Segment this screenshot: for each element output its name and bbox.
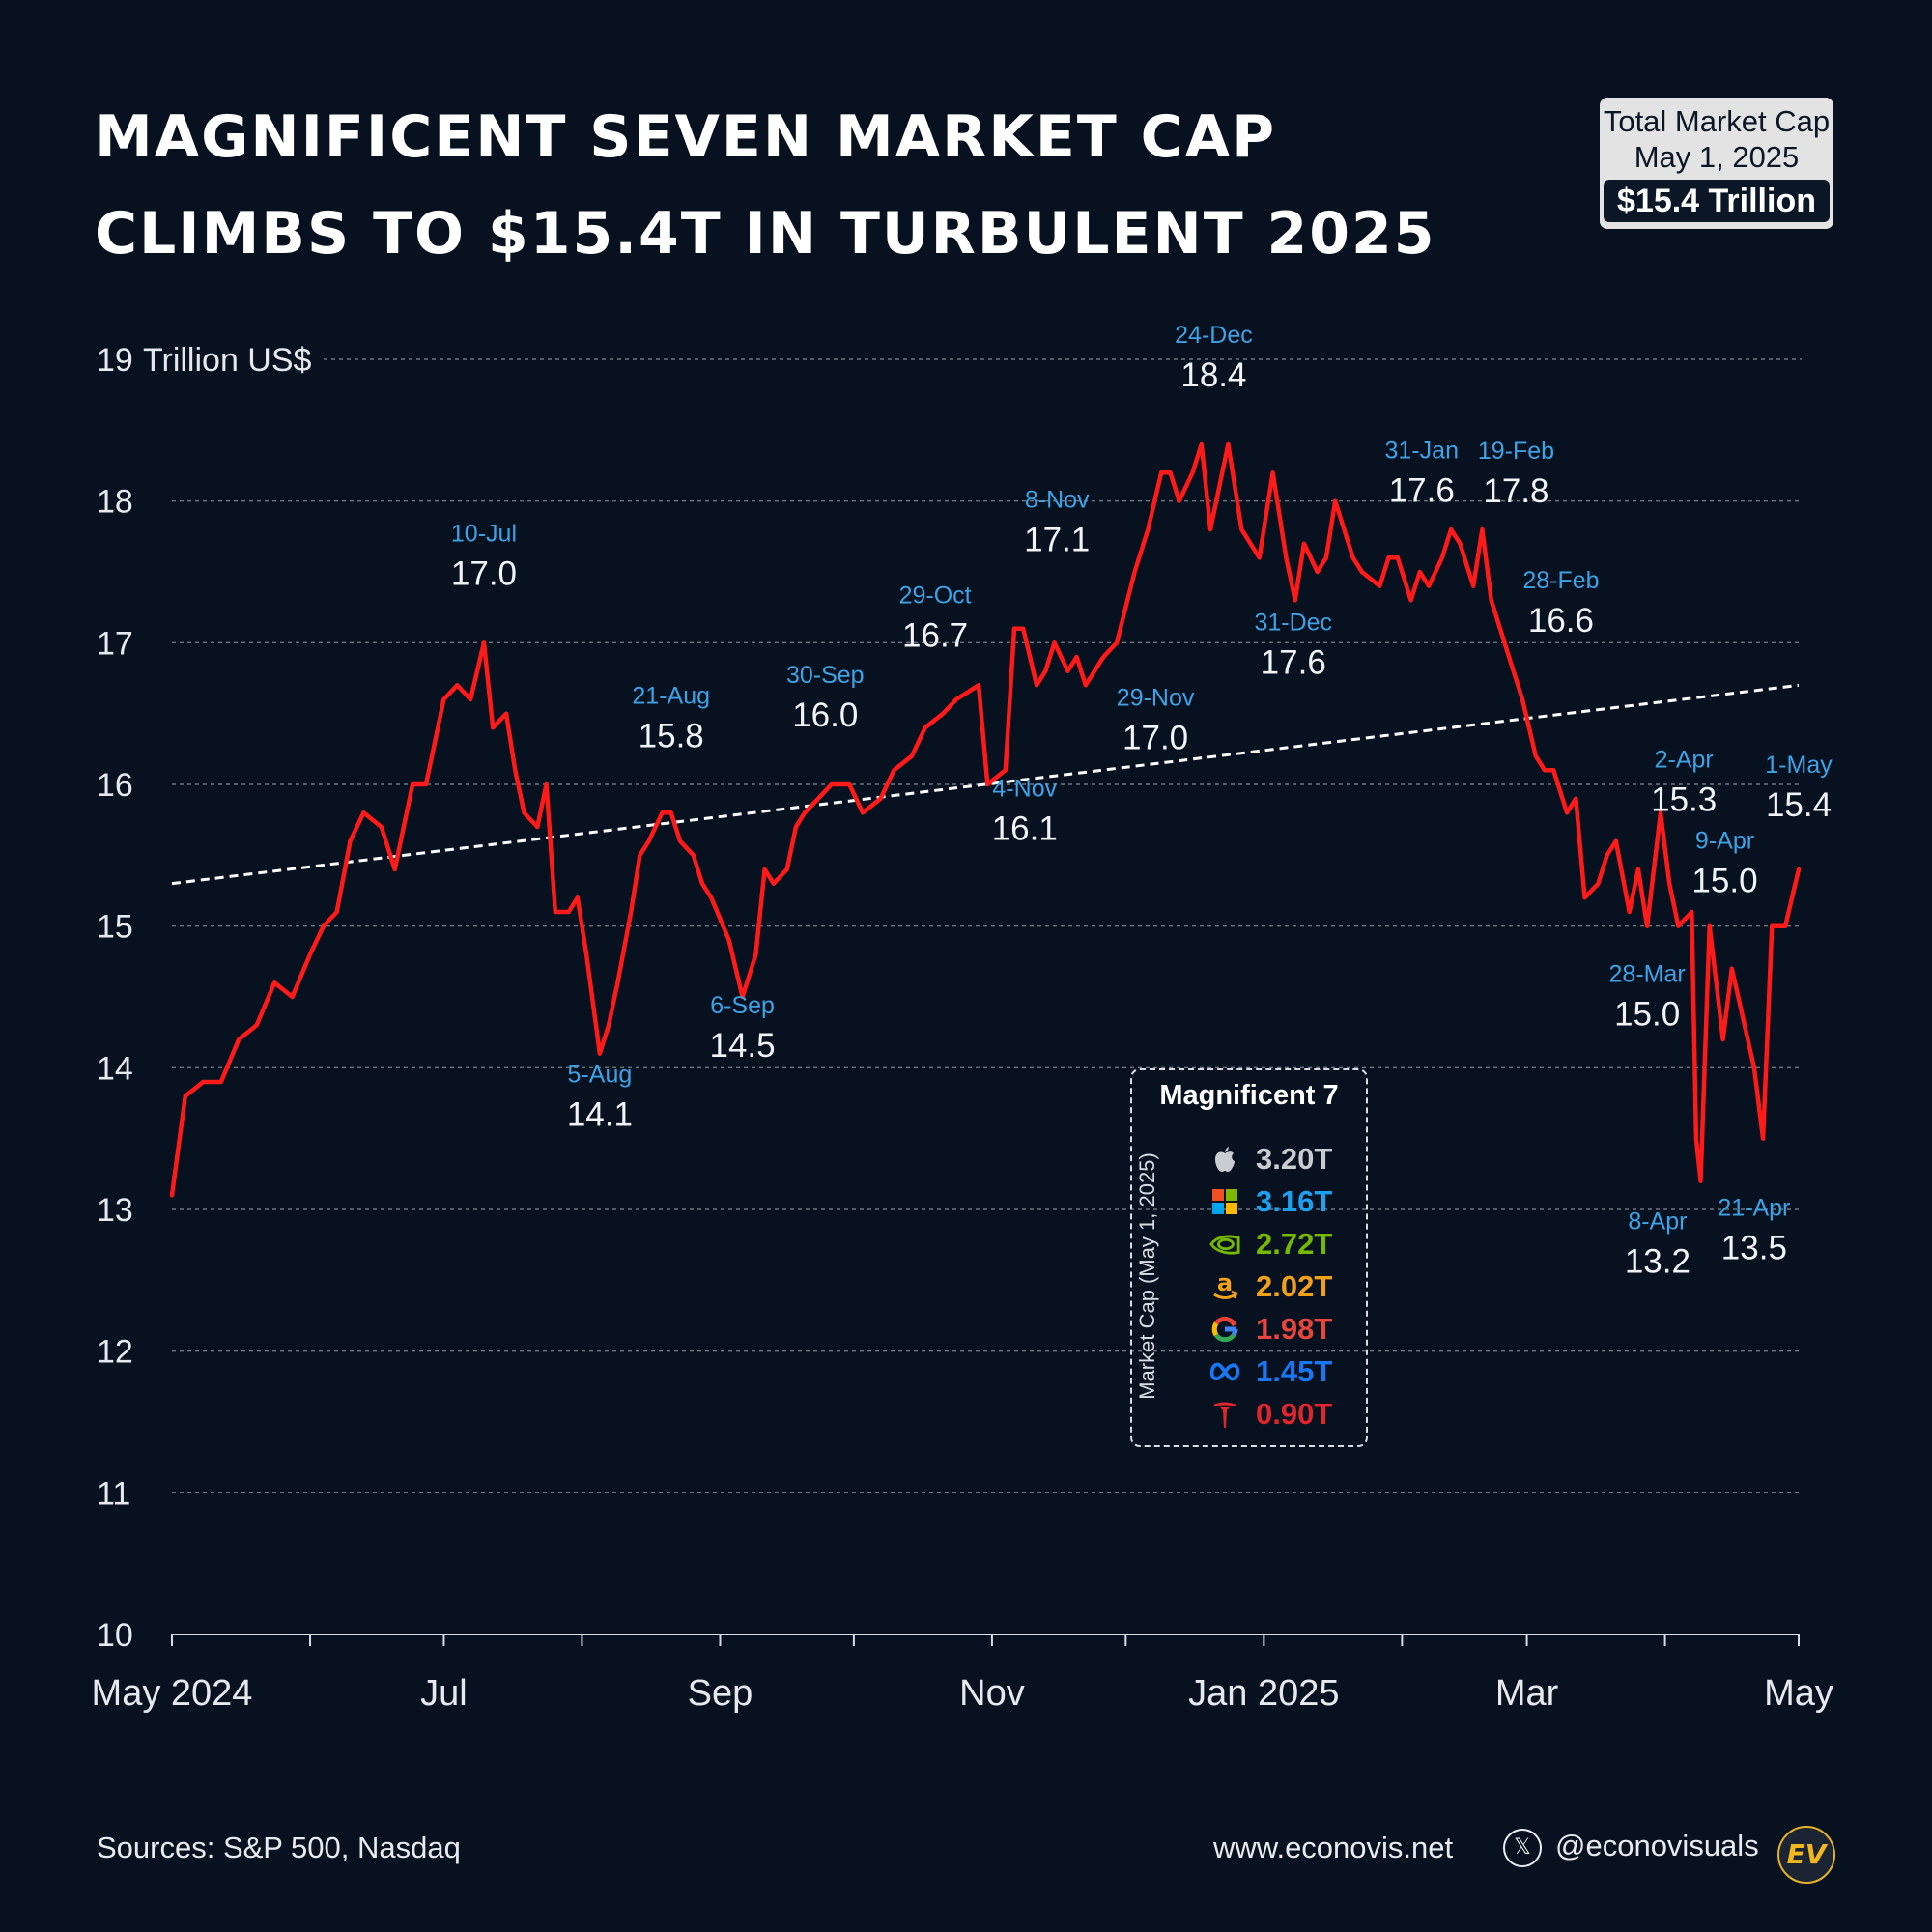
y-tick-label-10: 10 [97, 1617, 133, 1654]
x-tick-label-2024-11-01: Nov [959, 1673, 1025, 1714]
title-line-2: CLIMBS TO $15.4T IN TURBULENT 2025 [95, 200, 1436, 268]
y-tick-label-17: 17 [97, 625, 133, 662]
annotation-value-21-Apr: 13.5 [1721, 1230, 1787, 1267]
x-tick-label-2024-09-01: Sep [688, 1673, 753, 1714]
annotation-date-29-Nov: 29-Nov [1117, 684, 1195, 711]
annotation-date-19-Feb: 19-Feb [1478, 438, 1554, 465]
meta-icon [1209, 1356, 1240, 1387]
annotation-date-2-Apr: 2-Apr [1655, 747, 1714, 774]
legend-value-apple: 3.20T [1256, 1142, 1333, 1176]
annotation-date-30-Sep: 30-Sep [786, 662, 865, 689]
legend-item-amazon: a 2.02T [1209, 1267, 1364, 1306]
annotation-date-4-Nov: 4-Nov [992, 775, 1057, 802]
y-tick-label-12: 12 [97, 1334, 133, 1371]
annotation-date-9-Apr: 9-Apr [1695, 828, 1754, 855]
annotation-value-31-Jan: 17.6 [1389, 471, 1455, 509]
annotation-date-31-Dec: 31-Dec [1254, 609, 1332, 636]
annotation-value-2-Apr: 15.3 [1651, 781, 1717, 819]
legend-value-amazon: 2.02T [1256, 1269, 1333, 1303]
annotation-date-21-Apr: 21-Apr [1718, 1195, 1790, 1222]
total-box-label: Total Market Cap [1603, 104, 1831, 138]
legend-item-apple: 3.20T [1209, 1140, 1364, 1179]
y-tick-label-11: 11 [97, 1475, 130, 1512]
legend-value-google: 1.98T [1256, 1312, 1333, 1346]
annotation-value-24-Dec: 18.4 [1180, 356, 1246, 394]
amazon-icon: a [1209, 1271, 1240, 1302]
legend-value-tesla: 0.90T [1256, 1397, 1333, 1431]
annotation-value-21-Aug: 15.8 [639, 717, 704, 754]
annotation-value-10-Jul: 17.0 [451, 554, 517, 592]
tesla-icon [1209, 1399, 1240, 1430]
legend-value-nvidia: 2.72T [1256, 1227, 1333, 1261]
website-link[interactable]: www.econovis.net [1213, 1831, 1454, 1864]
annotation-value-19-Feb: 17.8 [1483, 472, 1548, 510]
svg-text:a: a [1217, 1271, 1233, 1296]
legend-side-label: Market Cap (May 1, 2025) [1135, 1152, 1159, 1400]
annotation-date-8-Nov: 8-Nov [1025, 487, 1090, 514]
legend-value-microsoft: 3.16T [1256, 1184, 1333, 1218]
legend-item-microsoft: 3.16T [1209, 1182, 1364, 1221]
market-cap-series-line [169, 441, 1802, 1198]
y-tick-label-15: 15 [97, 909, 133, 946]
annotation-value-5-Aug: 14.1 [567, 1096, 633, 1134]
total-box-date: May 1, 2025 [1634, 140, 1800, 174]
annotation-value-29-Oct: 16.7 [902, 616, 968, 654]
line-chart: 10 11 12 13 14 15 16 17 18 19 Trillion US$ May 2024… [92, 322, 1833, 1714]
annotation-date-10-Jul: 10-Jul [451, 520, 517, 547]
x-social-icon[interactable]: 𝕏 [1503, 1829, 1542, 1867]
annotation-value-9-Apr: 15.0 [1691, 863, 1757, 900]
legend-item-meta: 1.45T [1209, 1352, 1364, 1391]
y-tick-label-19: 19 [97, 342, 133, 379]
y-tick-label-14: 14 [97, 1050, 133, 1087]
annotation-date-1-May: 1-May [1765, 752, 1833, 779]
total-market-cap-box: Total Market Cap May 1, 2025 $15.4 Trill… [1600, 98, 1833, 229]
x-tick-label-2024-07-01: Jul [420, 1673, 468, 1714]
annotation-date-24-Dec: 24-Dec [1175, 322, 1253, 349]
annotation-value-4-Nov: 16.1 [992, 810, 1058, 847]
y-tick-label-13: 13 [97, 1192, 133, 1229]
annotation-value-6-Sep: 14.5 [709, 1027, 775, 1065]
legend-item-tesla: 0.90T [1209, 1395, 1364, 1434]
annotation-date-8-Apr: 8-Apr [1628, 1208, 1687, 1236]
legend: Magnificent 7 Market Cap (May 1, 2025) 3… [1130, 1068, 1368, 1447]
sources-note: Sources: S&P 500, Nasdaq [97, 1831, 461, 1864]
annotation-value-8-Apr: 13.2 [1625, 1243, 1690, 1281]
y-unit-label: Trillion US$ [143, 342, 312, 379]
legend-value-meta: 1.45T [1256, 1354, 1333, 1388]
annotation-value-28-Feb: 16.6 [1528, 602, 1594, 639]
annotation-value-1-May: 15.4 [1766, 786, 1832, 824]
y-tick-label-18: 18 [97, 484, 133, 521]
google-icon [1209, 1314, 1240, 1345]
econovis-logo: EV [1777, 1826, 1835, 1884]
annotation-date-28-Mar: 28-Mar [1609, 961, 1686, 988]
annotation-value-31-Dec: 17.6 [1261, 643, 1326, 681]
legend-item-nvidia: 2.72T [1209, 1225, 1364, 1264]
x-tick-label-2025-05-01: May [1764, 1673, 1833, 1714]
annotation-date-6-Sep: 6-Sep [710, 992, 775, 1019]
apple-icon [1209, 1144, 1240, 1175]
x-tick-label-2025-03-01: Mar [1495, 1673, 1559, 1714]
x-tick-label-2025-01-01: Jan 2025 [1188, 1673, 1339, 1714]
total-box-value: $15.4 Trillion [1604, 180, 1830, 222]
annotation-value-28-Mar: 15.0 [1614, 996, 1680, 1034]
title-line-1: MAGNIFICENT SEVEN MARKET CAP [95, 103, 1277, 171]
microsoft-icon [1209, 1186, 1240, 1217]
legend-title: Magnificent 7 [1159, 1080, 1339, 1111]
annotation-date-28-Feb: 28-Feb [1522, 567, 1599, 594]
social-handle[interactable]: @econovisuals [1555, 1829, 1759, 1862]
annotation-value-30-Sep: 16.0 [792, 696, 858, 734]
chart-title: MAGNIFICENT SEVEN MARKET CAP CLIMBS TO $… [95, 89, 1447, 282]
x-tick-label-2024-05-01: May 2024 [92, 1673, 253, 1714]
annotation-date-29-Oct: 29-Oct [899, 582, 972, 609]
annotation-date-21-Aug: 21-Aug [632, 682, 710, 709]
legend-item-google: 1.98T [1209, 1310, 1364, 1349]
annotation-date-31-Jan: 31-Jan [1385, 437, 1459, 464]
annotation-date-5-Aug: 5-Aug [568, 1062, 633, 1089]
nvidia-icon [1209, 1229, 1240, 1260]
y-tick-label-16: 16 [97, 767, 133, 804]
annotation-value-29-Nov: 17.0 [1122, 719, 1188, 756]
annotation-value-8-Nov: 17.1 [1024, 522, 1090, 559]
